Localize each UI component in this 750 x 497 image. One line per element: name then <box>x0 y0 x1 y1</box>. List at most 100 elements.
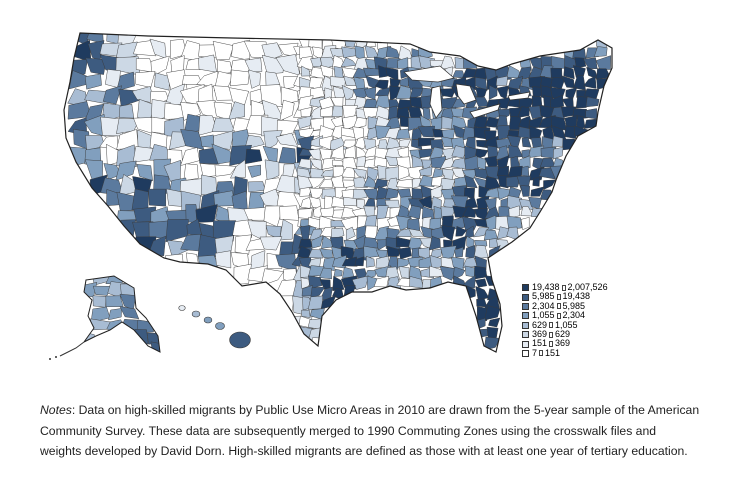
commuting-zone <box>280 86 300 105</box>
legend-min: 7 <box>532 347 538 358</box>
commuting-zone <box>462 205 477 218</box>
commuting-zone <box>279 205 300 221</box>
commuting-zone <box>396 277 414 288</box>
commuting-zone <box>330 97 344 109</box>
commuting-zone <box>585 96 600 108</box>
legend-max: 369 <box>555 338 571 349</box>
legend-swatch <box>522 302 529 310</box>
hawaii-island <box>191 310 201 318</box>
commuting-zone <box>300 196 312 209</box>
commuting-zone <box>488 84 498 100</box>
commuting-zone <box>352 188 368 200</box>
commuting-zone <box>473 227 490 238</box>
commuting-zone <box>593 46 608 58</box>
commuting-zone <box>439 88 457 98</box>
commuting-zone <box>407 205 422 220</box>
notes: Notes: Data on high-skilled migrants by … <box>40 400 700 462</box>
legend-item: 151 369 <box>522 338 608 349</box>
commuting-zone <box>307 177 326 189</box>
commuting-zone <box>340 166 356 179</box>
legend-item: 369 629 <box>522 328 608 339</box>
commuting-zone <box>582 76 597 89</box>
legend-item: 7 151 <box>522 347 608 358</box>
commuting-zone <box>356 156 367 168</box>
commuting-zone <box>341 84 354 101</box>
commuting-zone <box>344 145 356 159</box>
commuting-zone <box>301 65 311 77</box>
legend-max: 629 <box>555 328 571 339</box>
commuting-zone <box>319 267 332 280</box>
legend-max: 5,985 <box>562 300 586 311</box>
commuting-zone <box>574 57 587 69</box>
commuting-zone <box>475 285 490 301</box>
commuting-zone <box>422 107 431 120</box>
commuting-zone <box>398 247 412 260</box>
commuting-zone <box>308 249 323 259</box>
commuting-zone <box>261 99 285 120</box>
commuting-zone <box>119 306 140 320</box>
commuting-zone <box>264 159 280 182</box>
commuting-zone <box>352 126 365 141</box>
commuting-zone <box>439 266 457 281</box>
commuting-zone <box>411 188 424 200</box>
legend-swatch <box>522 312 529 320</box>
legend-max: 2,304 <box>562 310 586 321</box>
commuting-zone <box>530 186 545 197</box>
commuting-zone <box>520 185 530 197</box>
commuting-zone <box>439 55 456 70</box>
commuting-zone <box>441 225 456 242</box>
commuting-zone <box>319 148 333 161</box>
commuting-zone <box>475 278 488 288</box>
commuting-zone <box>211 117 236 133</box>
commuting-zone <box>550 67 563 79</box>
commuting-zone <box>538 167 556 180</box>
commuting-zone <box>245 148 263 164</box>
legend-item: 629 1,055 <box>522 319 608 330</box>
commuting-zone <box>330 227 345 241</box>
commuting-zone <box>298 208 313 220</box>
legend-range-glyph <box>549 331 554 338</box>
legend-swatch <box>522 349 529 357</box>
commuting-zone <box>92 295 107 308</box>
commuting-zone <box>180 147 200 166</box>
commuting-zone <box>520 217 530 231</box>
commuting-zone <box>99 135 119 150</box>
commuting-zone <box>549 95 564 110</box>
commuting-zone <box>85 135 105 151</box>
commuting-zone <box>341 256 358 267</box>
commuting-zone <box>183 163 199 181</box>
commuting-zone <box>230 69 250 87</box>
legend-range-glyph <box>539 350 544 357</box>
legend-swatch <box>522 293 529 301</box>
commuting-zone <box>417 125 435 138</box>
commuting-zone <box>563 66 575 80</box>
commuting-zone <box>521 165 530 177</box>
commuting-zone <box>278 146 297 164</box>
legend-max: 1,055 <box>555 319 578 330</box>
commuting-zone <box>108 308 122 321</box>
commuting-zone <box>506 195 522 210</box>
legend-max: 19,438 <box>562 291 591 302</box>
commuting-zone <box>395 128 411 140</box>
commuting-zone <box>263 130 283 151</box>
legend-range-glyph <box>556 294 561 301</box>
commuting-zone <box>410 55 422 70</box>
legend-range-glyph <box>561 284 566 291</box>
commuting-zone <box>364 45 379 59</box>
commuting-zone <box>105 295 124 308</box>
hawaii-island <box>178 305 186 311</box>
commuting-zone <box>247 164 261 178</box>
commuting-zone <box>132 40 157 57</box>
commuting-zone <box>228 101 245 120</box>
commuting-zone <box>115 160 137 181</box>
commuting-zone <box>301 309 311 318</box>
commuting-zone <box>506 215 523 230</box>
legend-min: 629 <box>532 319 548 330</box>
commuting-zone <box>260 268 284 287</box>
legend-swatch <box>522 340 529 348</box>
commuting-zone <box>508 205 521 219</box>
commuting-zone <box>384 127 401 140</box>
commuting-zone <box>452 266 466 280</box>
legend-min: 5,985 <box>532 291 555 302</box>
